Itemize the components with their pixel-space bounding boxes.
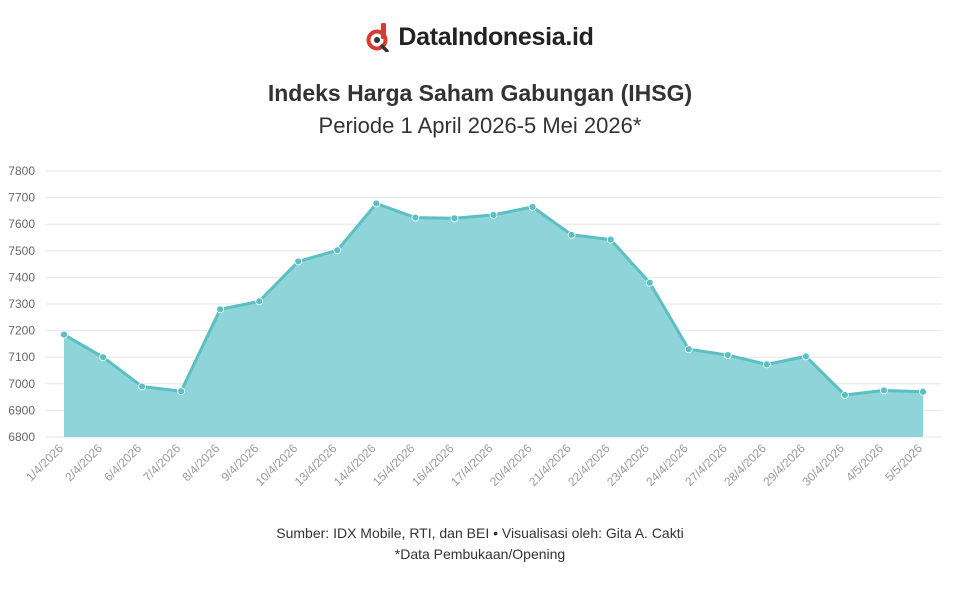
chart-title: Indeks Harga Saham Gabungan (IHSG): [267, 80, 693, 106]
data-point: [762, 360, 771, 369]
y-tick-label: 7400: [8, 270, 35, 284]
data-point: [60, 330, 68, 339]
data-point: [450, 214, 459, 223]
magnifier-letter-d-icon: [366, 23, 390, 52]
data-point: [138, 382, 146, 391]
data-point: [528, 203, 537, 211]
x-tick-label: 7/4/2026: [140, 441, 183, 484]
x-tick-label: 6/4/2026: [101, 441, 144, 484]
y-tick-label: 6900: [8, 403, 35, 417]
footnote: *Data Pembukaan/Opening: [394, 546, 566, 562]
data-point: [684, 345, 693, 354]
data-point: [841, 391, 849, 399]
x-tick-label: 4/5/2026: [843, 441, 886, 484]
data-point: [880, 386, 888, 395]
area-fill: [64, 203, 923, 437]
data-point: [919, 387, 927, 396]
data-point: [216, 305, 225, 314]
chart-subtitle: Periode 1 April 2026-5 Mei 2026*: [318, 113, 642, 138]
x-tick-label: 30/4/2026: [799, 441, 847, 489]
x-tick-label: 5/5/2026: [882, 441, 925, 484]
brand: DataIndonesia.id: [0, 22, 960, 52]
y-tick-label: 7500: [8, 244, 35, 258]
data-point: [255, 297, 264, 306]
data-point: [645, 278, 654, 287]
y-axis: 6800 6900 7000 7100 7200 7300 7400 7500 7600 7700…: [8, 164, 35, 444]
data-points: [60, 199, 927, 399]
x-tick-label: 1/4/2026: [23, 441, 66, 484]
x-tick-label: 8/4/2026: [179, 441, 222, 484]
y-tick-label: 7600: [8, 217, 35, 231]
data-point: [99, 353, 107, 362]
x-axis: 1/4/20262/4/20266/4/20267/4/20268/4/2026…: [23, 441, 925, 489]
y-tick-label: 7000: [8, 377, 35, 391]
y-tick-label: 6800: [8, 430, 35, 444]
y-tick-label: 7700: [8, 191, 35, 205]
x-tick-label: 2/4/2026: [62, 441, 105, 484]
data-point: [567, 230, 576, 239]
data-point: [372, 199, 381, 208]
y-tick-label: 7200: [8, 324, 35, 338]
brand-name: DataIndonesia.id: [398, 22, 594, 51]
data-point: [606, 235, 615, 244]
data-point: [177, 387, 186, 396]
y-tick-label: 7100: [8, 350, 35, 364]
source-note: Sumber: IDX Mobile, RTI, dan BEI • Visua…: [276, 525, 684, 541]
y-tick-label: 7800: [8, 164, 35, 178]
y-tick-label: 7300: [8, 297, 35, 311]
data-point: [489, 210, 498, 219]
data-point: [411, 213, 420, 222]
data-point: [723, 351, 732, 359]
data-point: [333, 246, 342, 255]
data-point: [801, 352, 810, 361]
data-point: [294, 257, 303, 266]
